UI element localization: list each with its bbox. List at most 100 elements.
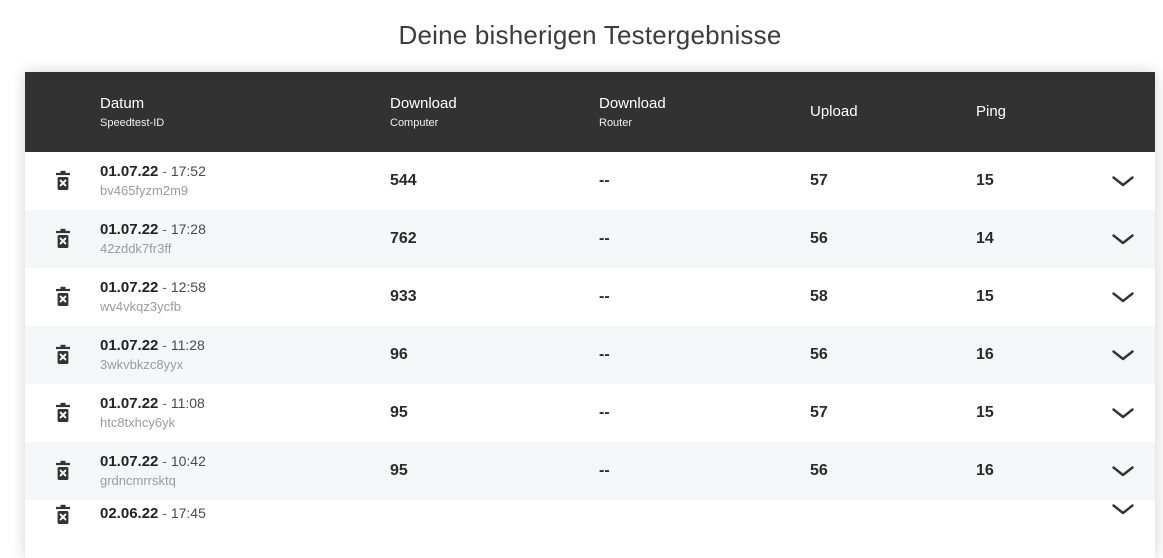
result-time: 12:58: [170, 279, 206, 295]
table-row: 02.06.22 - 17:45: [25, 500, 1155, 558]
result-datetime: 01.07.22 - 11:08: [100, 395, 205, 412]
delete-result-button[interactable]: [49, 398, 77, 428]
table-row: 01.07.22 - 10:42 grdncmrrsktq 95 -- 56 1…: [25, 442, 1155, 500]
speedtest-id: 42zddk7fr3ff: [100, 241, 172, 256]
header-ping-label: Ping: [976, 103, 1007, 120]
result-datetime: 01.07.22 - 11:28: [100, 337, 205, 354]
result-date: 01.07.22: [100, 453, 159, 470]
result-date: 01.07.22: [100, 163, 159, 180]
upload-value: 57: [810, 404, 828, 421]
chevron-down-icon: [1111, 233, 1134, 244]
expand-row-button[interactable]: [1108, 500, 1138, 519]
table-body: 01.07.22 - 17:52 bv465fyzm2m9 544 -- 57 …: [25, 152, 1155, 558]
header-datum-label: Datum: [100, 94, 145, 112]
chevron-down-icon: [1111, 407, 1134, 418]
delete-result-button[interactable]: [49, 282, 77, 312]
upload-value: 56: [810, 230, 828, 247]
trash-x-icon: [55, 402, 70, 422]
upload-value: 56: [810, 346, 828, 363]
trash-x-icon: [55, 344, 70, 364]
table-row: 01.07.22 - 11:08 htc8txhcy6yk 95 -- 57 1…: [25, 384, 1155, 442]
download-router-value: --: [599, 462, 610, 479]
table-row: 01.07.22 - 11:28 3wkvbkzc8yyx 96 -- 56 1…: [25, 326, 1155, 384]
result-time: 11:28: [170, 337, 205, 353]
chevron-down-icon: [1111, 291, 1134, 302]
chevron-down-icon: [1111, 465, 1134, 476]
expand-row-button[interactable]: [1108, 404, 1138, 423]
chevron-down-icon: [1111, 504, 1134, 515]
results-table: Datum Speedtest-ID Download Computer Dow…: [25, 72, 1155, 558]
delete-result-button[interactable]: [49, 500, 77, 530]
header-download-computer: Download Computer: [390, 95, 599, 130]
expand-row-button[interactable]: [1108, 288, 1138, 307]
upload-value: 58: [810, 288, 828, 305]
result-date: 01.07.22: [100, 279, 159, 296]
download-computer-value: 762: [390, 230, 417, 247]
result-datetime: 01.07.22 - 12:58: [100, 279, 206, 296]
delete-result-button[interactable]: [49, 224, 77, 254]
download-computer-value: 96: [390, 346, 408, 363]
header-speedtest-id-label: Speedtest-ID: [100, 116, 165, 129]
header-router-sublabel: Router: [599, 116, 633, 129]
delete-result-button[interactable]: [49, 340, 77, 370]
header-download-router-label: Download: [599, 94, 666, 112]
speedtest-id: grdncmrrsktq: [100, 473, 176, 488]
result-datetime: 01.07.22 - 17:52: [100, 163, 206, 180]
result-datetime: 01.07.22 - 10:42: [100, 453, 206, 470]
result-time: 11:08: [170, 395, 205, 411]
speedtest-id: wv4vkqz3ycfb: [100, 299, 181, 314]
header-download-router: Download Router: [599, 95, 810, 130]
upload-value: 57: [810, 172, 828, 189]
speedtest-id: htc8txhcy6yk: [100, 415, 176, 430]
ping-value: 15: [976, 288, 994, 305]
download-computer-value: 544: [390, 172, 417, 189]
result-date: 02.06.22: [100, 505, 159, 522]
chevron-down-icon: [1111, 175, 1134, 186]
header-datum: Datum Speedtest-ID: [100, 95, 390, 130]
ping-value: 15: [976, 404, 994, 421]
delete-result-button[interactable]: [49, 456, 77, 486]
result-time: 10:42: [170, 453, 206, 469]
table-row: 01.07.22 - 12:58 wv4vkqz3ycfb 933 -- 58 …: [25, 268, 1155, 326]
expand-row-button[interactable]: [1108, 172, 1138, 191]
trash-x-icon: [55, 170, 70, 190]
download-router-value: --: [599, 288, 610, 305]
result-date: 01.07.22: [100, 395, 159, 412]
trash-x-icon: [55, 286, 70, 306]
ping-value: 15: [976, 172, 994, 189]
table-header: Datum Speedtest-ID Download Computer Dow…: [25, 72, 1155, 152]
download-computer-value: 933: [390, 288, 417, 305]
speedtest-id: 3wkvbkzc8yyx: [100, 357, 184, 372]
result-time: 17:28: [170, 221, 206, 237]
table-row: 01.07.22 - 17:52 bv465fyzm2m9 544 -- 57 …: [25, 152, 1155, 210]
result-date: 01.07.22: [100, 337, 159, 354]
speedtest-id: bv465fyzm2m9: [100, 183, 189, 198]
download-computer-value: 95: [390, 462, 408, 479]
download-router-value: --: [599, 346, 610, 363]
ping-value: 16: [976, 346, 994, 363]
expand-row-button[interactable]: [1108, 346, 1138, 365]
delete-result-button[interactable]: [49, 166, 77, 196]
ping-value: 16: [976, 462, 994, 479]
table-row: 01.07.22 - 17:28 42zddk7fr3ff 762 -- 56 …: [25, 210, 1155, 268]
expand-row-button[interactable]: [1108, 230, 1138, 249]
trash-x-icon: [55, 504, 70, 524]
chevron-down-icon: [1111, 349, 1134, 360]
header-upload-label: Upload: [810, 103, 858, 120]
result-time: 17:52: [170, 163, 206, 179]
result-time: 17:45: [170, 505, 206, 521]
header-computer-sublabel: Computer: [390, 116, 439, 129]
download-router-value: --: [599, 172, 610, 189]
download-computer-value: 95: [390, 404, 408, 421]
download-router-value: --: [599, 230, 610, 247]
page-title: Deine bisherigen Testergebnisse: [398, 20, 782, 50]
expand-row-button[interactable]: [1108, 462, 1138, 481]
result-datetime: 01.07.22 - 17:28: [100, 221, 206, 238]
header-download-computer-label: Download: [390, 94, 457, 112]
result-datetime: 02.06.22 - 17:45: [100, 505, 206, 522]
ping-value: 14: [976, 230, 994, 247]
header-ping: Ping: [976, 103, 1090, 121]
header-upload: Upload: [810, 103, 976, 121]
result-date: 01.07.22: [100, 221, 159, 238]
upload-value: 56: [810, 462, 828, 479]
